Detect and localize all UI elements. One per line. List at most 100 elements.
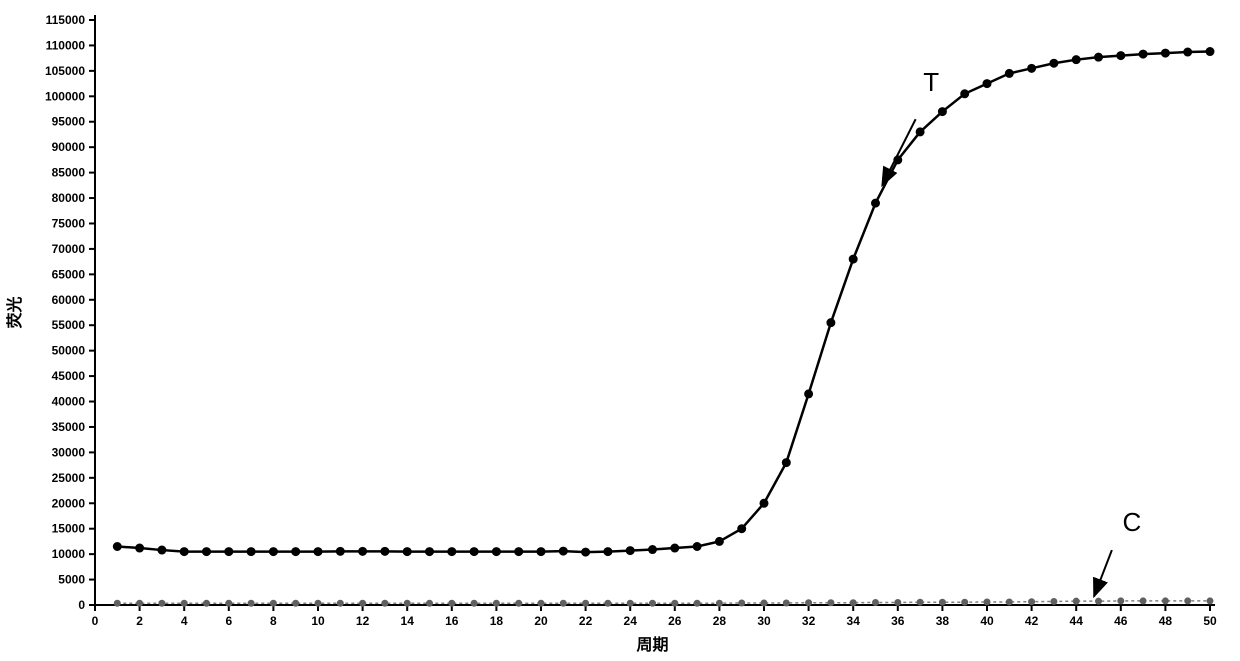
series-T-marker [872,199,880,207]
series-T-marker [470,548,478,556]
x-tick-label: 12 [356,614,370,628]
series-C-marker [1140,598,1146,604]
series-T-marker [649,546,657,554]
y-tick-label: 65000 [52,267,86,281]
series-C-marker [1096,598,1102,604]
series-C-marker [783,600,789,606]
series-T-marker [1184,48,1192,56]
series-C-marker [605,600,611,606]
series-C-marker [873,599,879,605]
series-C-marker [739,600,745,606]
series-T-marker [136,544,144,552]
series-C-marker [1073,598,1079,604]
x-tick-label: 6 [225,614,232,628]
x-tick-label: 18 [490,614,504,628]
series-C-marker [270,600,276,606]
x-tick-label: 14 [401,614,415,628]
series-T-marker [849,255,857,263]
series-T-marker [782,459,790,467]
series-C-marker [382,600,388,606]
x-tick-label: 0 [92,614,99,628]
x-tick-label: 40 [980,614,994,628]
series-C-marker [962,599,968,605]
y-tick-label: 60000 [52,293,86,307]
x-tick-label: 22 [579,614,593,628]
series-T-marker [760,499,768,507]
y-tick-label: 85000 [52,166,86,180]
series-C-marker [449,600,455,606]
series-C-marker [137,600,143,606]
series-C-marker [293,600,299,606]
y-tick-label: 40000 [52,395,86,409]
y-tick-label: 100000 [45,89,85,103]
annotation-C_label-label: C [1123,507,1142,537]
x-tick-label: 36 [891,614,905,628]
x-axis-label: 周期 [636,635,668,654]
series-T-marker [827,319,835,327]
y-axis-label: 荧光 [5,296,24,328]
series-C-marker [471,600,477,606]
series-T-marker [1028,64,1036,72]
series-C-marker [226,600,232,606]
series-C-marker [404,600,410,606]
series-C-marker [1207,598,1213,604]
series-T-marker [916,128,924,136]
series-T-marker [693,543,701,551]
y-tick-label: 75000 [52,216,86,230]
series-T-marker [1206,48,1214,56]
series-C-marker [1185,598,1191,604]
series-C-marker [337,600,343,606]
series-C-marker [114,600,120,606]
y-tick-label: 15000 [52,522,86,536]
amplification-chart: 0500010000150002000025000300003500040000… [0,0,1240,661]
series-C-marker [806,600,812,606]
series-C-marker [427,600,433,606]
series-C-marker [939,599,945,605]
x-tick-label: 46 [1114,614,1128,628]
series-T-marker [671,544,679,552]
y-tick-label: 5000 [58,573,85,587]
series-C-marker [650,600,656,606]
y-tick-label: 45000 [52,369,86,383]
x-tick-label: 8 [270,614,277,628]
series-C-marker [984,599,990,605]
x-tick-label: 34 [847,614,861,628]
y-tick-label: 35000 [52,420,86,434]
x-tick-label: 44 [1070,614,1084,628]
series-T-marker [381,547,389,555]
series-C-marker [917,599,923,605]
x-tick-label: 30 [757,614,771,628]
series-T-marker [559,547,567,555]
series-T-marker [515,548,523,556]
series-T-marker [1072,56,1080,64]
series-C-marker [181,600,187,606]
series-T-marker [426,548,434,556]
series-T-marker [269,548,277,556]
series-T-marker [336,547,344,555]
series-C-marker [672,600,678,606]
y-tick-label: 30000 [52,445,86,459]
series-T-marker [983,80,991,88]
y-tick-label: 115000 [46,13,86,27]
series-C-marker [1162,598,1168,604]
y-tick-label: 110000 [46,38,86,52]
series-C-marker [538,600,544,606]
series-T-marker [403,548,411,556]
series-T-marker [113,543,121,551]
y-tick-label: 25000 [52,471,86,485]
series-C-marker [248,600,254,606]
y-tick-label: 20000 [52,496,86,510]
x-tick-label: 10 [311,614,325,628]
series-T-marker [314,548,322,556]
series-C-marker [1118,598,1124,604]
series-C-marker [761,600,767,606]
series-T-marker [715,537,723,545]
y-tick-label: 90000 [52,140,86,154]
series-T-marker [292,548,300,556]
x-tick-label: 24 [624,614,638,628]
series-T-marker [805,390,813,398]
x-tick-label: 26 [668,614,682,628]
series-T-marker [938,108,946,116]
series-C-marker [360,600,366,606]
series-T-marker [1117,52,1125,60]
